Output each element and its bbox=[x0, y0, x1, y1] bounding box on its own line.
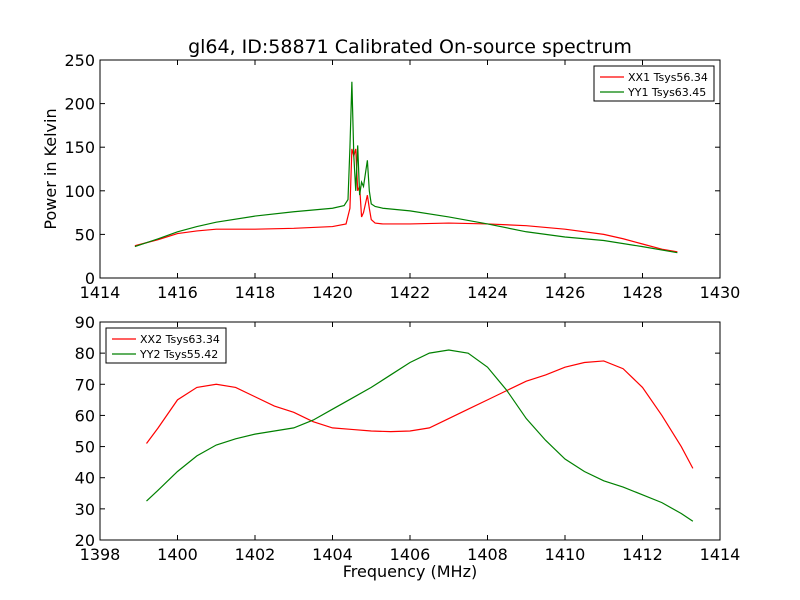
x-tick-label: 1408 bbox=[467, 545, 508, 564]
x-tick-label: 1422 bbox=[390, 283, 431, 302]
y-tick-label: 0 bbox=[85, 269, 95, 288]
y-tick-label: 200 bbox=[64, 95, 95, 114]
y-tick-label: 150 bbox=[64, 138, 95, 157]
x-tick-label: 1412 bbox=[622, 545, 663, 564]
x-tick-label: 1426 bbox=[545, 283, 586, 302]
x-tick-label: 1418 bbox=[235, 283, 276, 302]
y-axis-label: Power in Kelvin bbox=[41, 108, 60, 229]
x-tick-label: 1430 bbox=[700, 283, 741, 302]
y-tick-label: 30 bbox=[75, 500, 95, 519]
y-tick-label: 250 bbox=[64, 51, 95, 70]
x-tick-label: 1420 bbox=[312, 283, 353, 302]
legend-entry: XX1 Tsys56.34 bbox=[628, 71, 708, 84]
x-tick-label: 1404 bbox=[312, 545, 353, 564]
legend-entry: XX2 Tsys63.34 bbox=[140, 333, 220, 346]
series-line-1-2 bbox=[134, 81, 678, 254]
x-tick-label: 1416 bbox=[157, 283, 198, 302]
series-line-1-1 bbox=[134, 148, 678, 253]
x-tick-label: 1414 bbox=[700, 545, 741, 564]
x-tick-label: 1400 bbox=[157, 545, 198, 564]
x-axis-label: Frequency (MHz) bbox=[343, 562, 477, 581]
y-tick-label: 90 bbox=[75, 313, 95, 332]
series-line-2-1 bbox=[146, 360, 694, 469]
y-tick-label: 70 bbox=[75, 375, 95, 394]
axes-2: 1398 1400 1402 1404 1406 1408 1410 1412 1414 20 30… bbox=[75, 313, 741, 581]
chart-title: gl64, ID:58871 Calibrated On-source spec… bbox=[188, 36, 632, 58]
x-tick-label: 1414 bbox=[80, 283, 121, 302]
y-tick-label: 60 bbox=[75, 406, 95, 425]
legend-entry: YY2 Tsys55.42 bbox=[139, 348, 218, 361]
legend: XX2 Tsys63.34 YY2 Tsys55.42 bbox=[105, 327, 227, 364]
x-tick-label: 1410 bbox=[545, 545, 586, 564]
axes-1: 1414 1416 1418 1420 1422 1424 1426 1428 1430 0 50 1… bbox=[41, 36, 740, 302]
y-tick-label: 20 bbox=[75, 531, 95, 550]
x-tick-label: 1428 bbox=[622, 283, 663, 302]
y-tick-label: 100 bbox=[64, 182, 95, 201]
y-tick-label: 50 bbox=[75, 438, 95, 457]
y-tick-label: 80 bbox=[75, 344, 95, 363]
legend-entry: YY1 Tsys63.45 bbox=[627, 86, 706, 99]
series-line-2-2 bbox=[146, 349, 694, 522]
x-tick-label: 1402 bbox=[235, 545, 276, 564]
legend-frame bbox=[105, 327, 227, 364]
x-tick-label: 1406 bbox=[390, 545, 431, 564]
legend-frame bbox=[593, 65, 715, 102]
x-tick-label: 1424 bbox=[467, 283, 508, 302]
y-tick-label: 40 bbox=[75, 469, 95, 488]
legend: XX1 Tsys56.34 YY1 Tsys63.45 bbox=[593, 65, 715, 102]
y-tick-label: 50 bbox=[75, 225, 95, 244]
x-tick-label: 1398 bbox=[80, 545, 121, 564]
